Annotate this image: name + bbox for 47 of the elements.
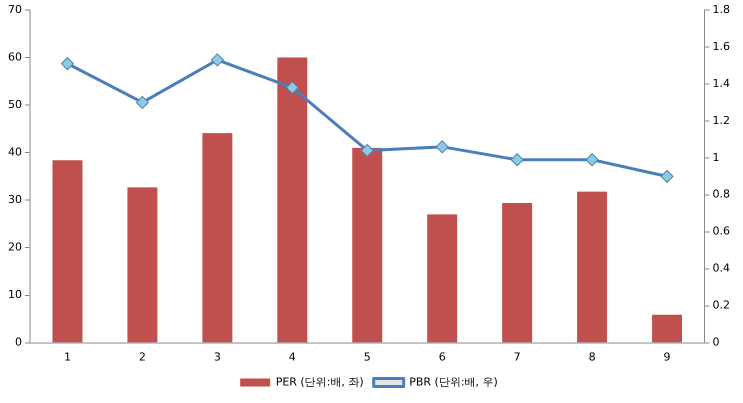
y-tick-label: 40 [8,145,22,158]
point [210,53,224,66]
bar [52,160,82,342]
y-tick-label: 20 [8,240,22,254]
legend-label: PER (단위:배, 좌) [276,375,364,388]
y2-tick-label: 0 [712,336,720,349]
bar [202,133,232,342]
point [360,144,374,158]
x-tick-label: 5 [364,350,371,364]
y2-tick-label: 0.6 [712,224,730,238]
point [436,140,449,154]
point [286,81,299,94]
x-tick-label: 1 [64,350,71,364]
x-tick-label: 4 [288,350,296,364]
y-tick-label: 70 [8,2,22,16]
y2-tick-label: 1.2 [712,114,730,127]
x-tick-label: 3 [214,350,221,364]
point [136,96,149,109]
point [510,153,524,166]
bar [502,203,532,342]
bar [352,148,382,342]
point [60,57,74,70]
y-tick-label: 60 [8,50,22,64]
bar [427,214,458,342]
y2-tick-label: 1.6 [712,40,730,53]
bar [577,192,608,342]
x-tick-label: 2 [138,350,146,364]
y2-tick-label: 1.4 [712,76,730,90]
x-tick-label: 8 [588,350,596,364]
point [586,153,599,166]
y2-tick-label: 1 [712,150,720,164]
y2-tick-label: 0.2 [712,298,730,312]
bar [127,187,158,342]
x-tick-label: 6 [438,350,446,364]
y-tick-label: 10 [8,288,22,302]
y-tick-label: 30 [8,193,22,206]
y-tick-label: 0 [14,336,22,349]
legend-label: PBR (단위:배, 우) [409,375,498,388]
bar [652,314,682,342]
y2-tick-label: 0.8 [712,188,730,201]
y-tick-label: 50 [8,98,22,111]
x-tick-label: 9 [664,350,671,364]
y2-tick-label: 1.8 [712,2,730,16]
x-tick-label: 7 [514,350,521,364]
point [660,170,674,183]
bar [277,58,308,342]
y2-tick-label: 0.4 [712,262,730,275]
